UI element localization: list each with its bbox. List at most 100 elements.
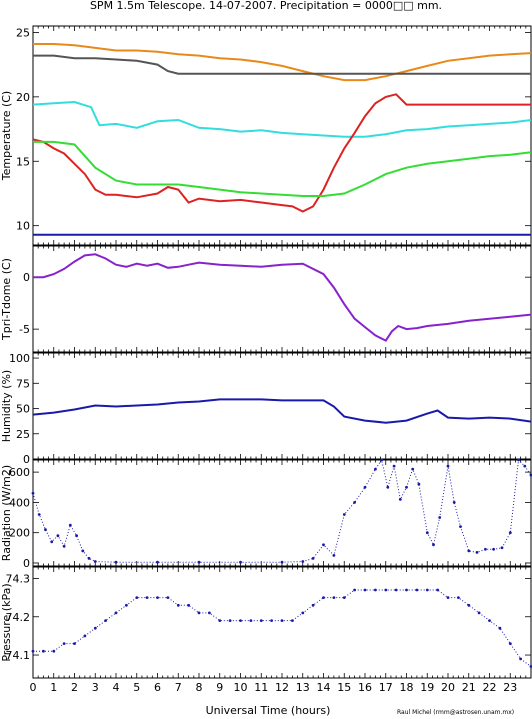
- x-tick-label: 2: [71, 681, 78, 694]
- x-tick-label: 6: [154, 681, 161, 694]
- data-point: [446, 464, 450, 468]
- data-point: [156, 560, 159, 564]
- y-tick-label: 400: [9, 496, 30, 509]
- data-point: [374, 588, 377, 592]
- data-point: [208, 611, 211, 615]
- series-trace-1: [33, 589, 532, 667]
- data-point: [432, 543, 435, 547]
- data-point: [270, 619, 273, 622]
- x-tick-label: 15: [337, 681, 351, 694]
- data-point: [145, 596, 149, 599]
- data-point: [519, 657, 522, 661]
- data-point: [508, 531, 512, 535]
- data-point: [446, 596, 450, 599]
- x-tick-label: 14: [317, 681, 331, 694]
- data-point: [311, 557, 315, 560]
- x-tick-label: 22: [483, 681, 497, 694]
- data-point: [197, 560, 201, 564]
- y-tick-label: 0: [23, 271, 30, 284]
- data-point: [417, 482, 421, 486]
- x-tick-label: 1: [50, 681, 57, 694]
- data-point: [52, 649, 56, 653]
- panel-frame: [32, 245, 532, 353]
- y-tick-label: 0: [23, 557, 30, 570]
- data-point: [73, 642, 76, 645]
- data-point: [322, 543, 325, 547]
- series-line-5: [33, 140, 532, 197]
- y-axis-label: Radiation (W/m2): [0, 465, 13, 561]
- data-point: [475, 551, 479, 554]
- series-line-3: [32, 100, 532, 138]
- data-point: [342, 513, 346, 516]
- x-tick-label: 10: [234, 681, 248, 694]
- x-tick-label: 23: [503, 681, 517, 694]
- data-point: [197, 611, 201, 615]
- data-point: [280, 619, 284, 622]
- y-tick-label: 74.3: [6, 572, 31, 585]
- data-point: [322, 596, 325, 599]
- panel-2: -5 0 Tpri-Tdome (C): [0, 245, 532, 353]
- x-tick-label: 11: [254, 681, 268, 694]
- chart-title: SPM 1.5m Telescope. 14-07-2007. Precipit…: [90, 0, 442, 12]
- x-tick-label: 12: [275, 681, 289, 694]
- x-tick-label: 16: [358, 681, 372, 694]
- x-tick-label: 4: [113, 681, 120, 694]
- data-point: [436, 588, 439, 592]
- data-point: [42, 649, 45, 653]
- data-point: [394, 588, 398, 592]
- data-point: [187, 603, 191, 607]
- x-axis-label: Universal Time (hours): [206, 704, 331, 717]
- data-point: [477, 611, 481, 615]
- x-tick-label: 8: [196, 681, 203, 694]
- panel-frame: [32, 459, 532, 567]
- panel-frame: [32, 566, 532, 679]
- y-axis-label: Humidity (%): [0, 370, 13, 442]
- y-axis-label: Pressure (kPa): [0, 583, 13, 661]
- data-point: [384, 588, 388, 592]
- panel-3: 0 25 50 75 100 Humidity (%): [0, 352, 532, 466]
- series-line-1: [32, 398, 532, 424]
- data-point: [457, 596, 460, 599]
- data-point: [93, 560, 97, 563]
- y-tick-label: 74.2: [6, 611, 31, 624]
- x-tick-label: 7: [175, 681, 182, 694]
- y-tick-label: 600: [9, 466, 30, 479]
- series-trace-1: [32, 458, 532, 563]
- y-tick-label: 10: [16, 220, 30, 233]
- y-axis-label: Temperature (C): [0, 91, 13, 181]
- x-tick-label: 18: [400, 681, 414, 694]
- x-tick-label: 9: [216, 681, 223, 694]
- data-point: [452, 501, 456, 504]
- y-tick-label: 25: [16, 428, 30, 441]
- y-axis-label: Tpri-Tdome (C): [0, 258, 13, 341]
- x-tick-label: 20: [441, 681, 455, 694]
- y-tick-label: 100: [9, 352, 30, 365]
- data-point: [239, 619, 242, 622]
- series-line-4: [32, 93, 531, 213]
- data-point: [380, 458, 383, 462]
- y-tick-label: 25: [16, 26, 30, 39]
- y-tick-label: 200: [9, 527, 30, 540]
- x-tick-label: 21: [462, 681, 476, 694]
- data-point: [114, 560, 118, 564]
- credit-text: Raul Michel (rmm@astrosen.unam.mx): [397, 709, 514, 716]
- series-line-2: [33, 54, 531, 75]
- y-tick-label: 75: [16, 377, 30, 390]
- data-point: [353, 588, 356, 592]
- y-tick-label: 15: [16, 155, 30, 168]
- x-tick-label: 5: [133, 681, 140, 694]
- series-line-1: [33, 253, 532, 342]
- data-point: [415, 588, 419, 592]
- panel-1: 10 15 20 25 Temperature (C): [0, 25, 532, 246]
- data-point: [311, 603, 315, 607]
- data-point: [156, 596, 159, 599]
- y-tick-label: 0: [23, 453, 30, 466]
- x-tick-label: 19: [420, 681, 434, 694]
- data-point: [363, 588, 367, 592]
- series-line-1: [33, 43, 532, 82]
- x-tick-label: 17: [379, 681, 393, 694]
